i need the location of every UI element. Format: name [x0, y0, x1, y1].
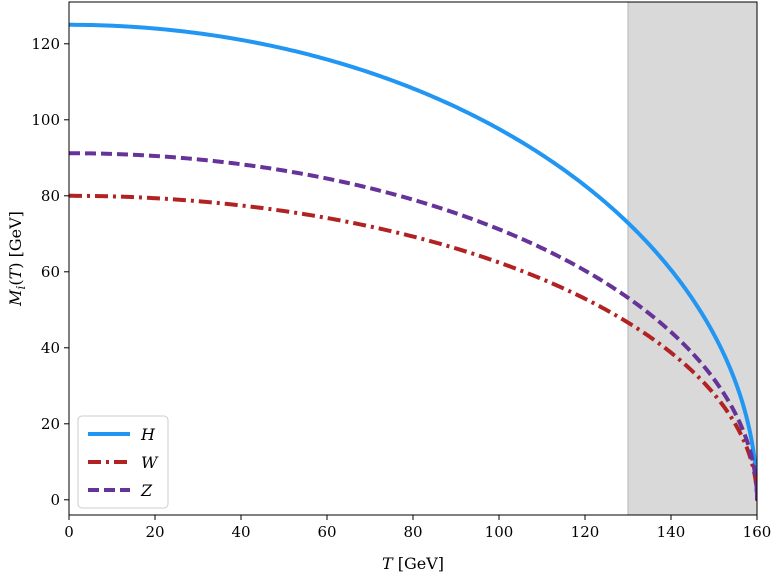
y-tick-label: 40	[41, 339, 60, 357]
legend-label-z: Z	[140, 481, 153, 500]
x-tick-label: 120	[571, 523, 600, 541]
y-tick-label: 120	[31, 35, 60, 53]
x-tick-label: 100	[485, 523, 514, 541]
y-axis-label: Mi(T) [GeV]	[6, 211, 28, 307]
shaded-region	[628, 2, 757, 515]
x-tick-label: 80	[403, 523, 422, 541]
y-tick-label: 100	[31, 111, 60, 129]
y-tick-label: 0	[50, 491, 60, 509]
series-line-w	[69, 193, 757, 502]
plot-area	[69, 2, 757, 515]
x-tick-label: 160	[743, 523, 772, 541]
x-tick-label: 40	[231, 523, 250, 541]
series-line-h	[69, 22, 757, 501]
x-tick-label: 60	[317, 523, 336, 541]
x-tick-label: 0	[64, 523, 74, 541]
x-tick-label: 20	[145, 523, 164, 541]
legend: HWZ	[77, 415, 169, 509]
series-line-z	[69, 151, 757, 502]
y-tick-label: 60	[41, 263, 60, 281]
y-tick-label: 20	[41, 415, 60, 433]
legend-label-w: W	[141, 453, 159, 472]
x-axis-label: T [GeV]	[382, 554, 444, 573]
y-tick-label: 80	[41, 187, 60, 205]
axes: 0 20 40 60 80 100 120 140 160 0 20 40 60 80 100 120 T [G…	[6, 1, 772, 573]
legend-label-h: H	[140, 425, 156, 444]
x-tick-label: 140	[657, 523, 686, 541]
